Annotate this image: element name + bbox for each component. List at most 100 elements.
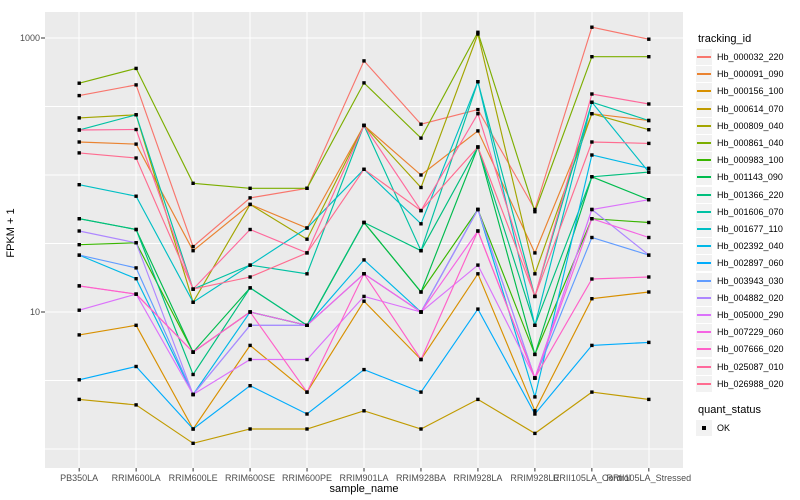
x-tick-label-RRIM928LA: RRIM928LA: [453, 473, 503, 483]
data-point: [305, 390, 309, 394]
legend-line-swatch: [697, 193, 711, 196]
legend-item-Hb_000091_090: Hb_000091_090: [696, 66, 784, 83]
data-point: [647, 166, 651, 170]
data-point: [647, 141, 651, 146]
legend-key-icon: [696, 203, 712, 220]
data-point: [590, 297, 594, 301]
legend-item-Hb_026988_020: Hb_026988_020: [696, 375, 784, 392]
legend-item-Hb_005000_290: Hb_005000_290: [696, 307, 784, 324]
data-point: [590, 100, 594, 104]
legend-label: Hb_007666_020: [717, 344, 784, 355]
data-point: [476, 307, 480, 311]
legend-item-Hb_004882_020: Hb_004882_020: [696, 289, 784, 306]
data-point: [134, 277, 138, 281]
legend-key-icon: [696, 324, 712, 341]
data-point: [134, 227, 138, 232]
data-point: [533, 251, 537, 255]
data-point: [362, 59, 366, 63]
data-point: [248, 227, 252, 232]
data-point: [476, 80, 480, 84]
data-point: [419, 122, 423, 126]
legend-key-icon: [696, 289, 712, 306]
legend-label: Hb_000032_220: [717, 52, 784, 62]
data-point: [533, 272, 537, 276]
data-point: [533, 409, 537, 413]
legend-key-icon: [696, 221, 712, 237]
data-point: [134, 323, 138, 327]
data-point: [647, 253, 651, 257]
x-tick-label-RRIM600LE: RRIM600LE: [168, 473, 218, 483]
data-point: [647, 102, 651, 106]
x-tick-label-RRIM928BA: RRIM928BA: [395, 473, 446, 483]
data-point: [419, 427, 423, 431]
data-point: [590, 25, 594, 29]
legend-key-icon: [696, 169, 712, 186]
data-point: [248, 384, 252, 388]
data-point: [476, 129, 480, 133]
legend-line-swatch: [697, 365, 711, 368]
data-point: [191, 181, 195, 185]
legend-key-icon: [696, 186, 712, 203]
data-point: [134, 127, 138, 132]
data-point: [305, 427, 309, 431]
data-point: [134, 142, 138, 146]
legend-item-Hb_000983_100: Hb_000983_100: [696, 152, 784, 169]
legend-item-Hb_000614_070: Hb_000614_070: [696, 100, 784, 117]
data-point: [533, 323, 537, 327]
data-point: [647, 118, 651, 123]
legend-line-swatch: [697, 73, 711, 76]
legend-line-swatch: [697, 210, 711, 213]
legend-item-Hb_002897_060: Hb_002897_060: [696, 255, 784, 272]
legend-line-swatch: [697, 331, 711, 334]
data-point: [248, 427, 252, 431]
data-point: [248, 323, 252, 327]
legend-key-icon: [696, 358, 712, 375]
data-point: [476, 30, 480, 34]
legend-label: Hb_001366_220: [717, 189, 784, 200]
data-point: [77, 397, 81, 402]
data-point: [77, 128, 81, 132]
y-tick-label: 10: [29, 306, 40, 317]
data-point: [362, 299, 366, 303]
data-point: [362, 367, 366, 372]
legend-line-swatch: [697, 296, 711, 299]
data-point: [305, 251, 309, 255]
x-tick-label-RRIM600PE: RRIM600PE: [282, 473, 333, 483]
legend-line-swatch: [697, 262, 711, 265]
legend-title-quant-status: quant_status: [698, 404, 761, 416]
legend-line-swatch: [697, 348, 711, 351]
data-point: [305, 412, 309, 416]
legend-line-swatch: [697, 279, 711, 282]
data-point: [134, 194, 138, 198]
legend-key-icon: [696, 341, 712, 358]
x-tick-label-RRII105LA_Stressed: RRII105LA_Stressed: [606, 473, 692, 483]
data-point: [362, 123, 366, 128]
data-point: [191, 249, 195, 253]
data-point: [305, 272, 309, 276]
data-point: [419, 173, 423, 177]
legend-line-swatch: [697, 107, 711, 110]
data-point: [590, 92, 594, 96]
data-point: [77, 229, 81, 233]
data-point: [533, 352, 537, 357]
legend-item-Hb_000156_100: Hb_000156_100: [696, 83, 784, 100]
legend-line-swatch: [697, 159, 711, 162]
data-point: [77, 140, 81, 144]
legend-line-swatch: [697, 245, 711, 248]
legend-line-swatch: [697, 142, 711, 144]
data-point: [305, 226, 309, 230]
legend-line-swatch: [697, 314, 711, 316]
data-point: [476, 229, 480, 233]
data-point: [362, 409, 366, 413]
data-point: [191, 350, 195, 354]
data-point: [362, 258, 366, 262]
data-point: [647, 275, 651, 279]
x-tick-label-RRIM901LA: RRIM901LA: [339, 473, 389, 483]
data-point: [419, 185, 423, 190]
data-point: [476, 263, 480, 267]
legend-item-Hb_000861_040: Hb_000861_040: [696, 135, 784, 152]
data-point: [248, 186, 252, 190]
data-point: [134, 292, 138, 296]
data-point: [533, 395, 537, 399]
